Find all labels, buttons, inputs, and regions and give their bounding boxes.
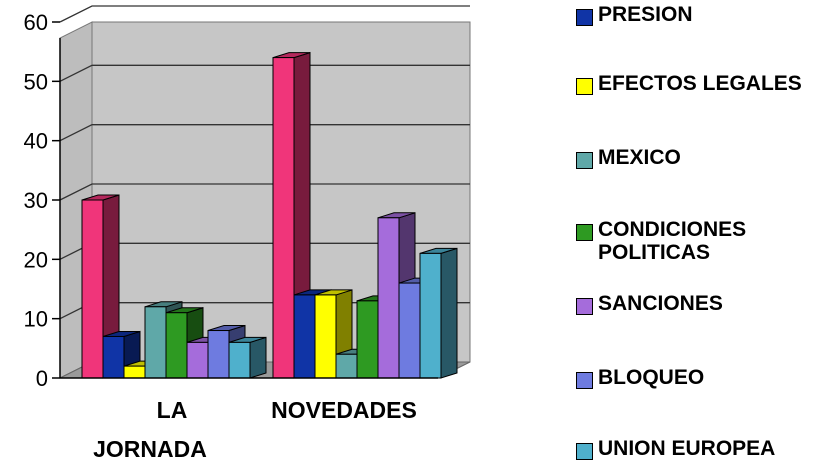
legend-item: SANCIONES — [576, 292, 823, 315]
bar-front — [273, 58, 294, 378]
legend-label: PRESION — [598, 3, 823, 26]
bar-front — [294, 295, 315, 378]
y-tick-label: 20 — [24, 247, 48, 272]
legend-label: MEXICO — [598, 146, 823, 169]
bar-front — [378, 218, 399, 378]
legend-item: EFECTOS LEGALES — [576, 72, 823, 95]
bar-front — [103, 336, 124, 378]
legend-swatch — [576, 78, 593, 95]
legend-swatch — [576, 224, 593, 241]
y-tick-label: 0 — [36, 366, 48, 391]
legend-item: PRESION — [576, 3, 823, 26]
x-category-label: LA — [157, 397, 188, 423]
legend-label: CONDICIONES POLITICAS — [598, 218, 823, 264]
bar-front — [187, 342, 208, 378]
legend-swatch — [576, 298, 593, 315]
legend-label: UNION EUROPEA — [598, 437, 823, 460]
legend-swatch — [576, 152, 593, 169]
bar-front — [336, 354, 357, 378]
bar-front — [145, 307, 166, 378]
bar-side — [250, 337, 266, 378]
y-tick-label: 40 — [24, 129, 48, 154]
x-category-label: JORNADA — [93, 436, 207, 462]
legend-item: CONDICIONES POLITICAS — [576, 218, 823, 264]
legend-item: MEXICO — [576, 146, 823, 169]
x-category-label: NOVEDADES — [271, 397, 417, 423]
y-tick-label: 50 — [24, 69, 48, 94]
bar-front — [82, 200, 103, 378]
legend-item: BLOQUEO — [576, 366, 823, 389]
bar-front — [166, 313, 187, 378]
bar — [229, 337, 266, 378]
bar-front — [229, 342, 250, 378]
legend-swatch — [576, 372, 593, 389]
legend-item: UNION EUROPEA — [576, 437, 823, 460]
bar-front — [124, 366, 145, 378]
y-tick-label: 10 — [24, 307, 48, 332]
bar-front — [399, 283, 420, 378]
legend: PRESION EFECTOS LEGALES MEXICO CONDICIONES … — [564, 0, 826, 468]
x-axis-labels: LA JORNADA NOVEDADES — [93, 397, 417, 462]
gridline — [60, 6, 470, 22]
legend-label: EFECTOS LEGALES — [598, 72, 823, 95]
y-tick-label: 30 — [24, 188, 48, 213]
bar-front — [315, 295, 336, 378]
bar-front — [208, 331, 229, 378]
legend-label: BLOQUEO — [598, 366, 823, 389]
y-tick-label: 60 — [24, 10, 48, 35]
legend-swatch — [576, 443, 593, 460]
y-axis-ticks: 0 10 20 30 40 50 60 — [24, 10, 60, 391]
legend-label: SANCIONES — [598, 292, 823, 315]
bar-chart: 0 10 20 30 40 50 60 LA JORNADA NOVEDADES — [0, 0, 560, 468]
bar — [420, 248, 457, 378]
legend-swatch — [576, 9, 593, 26]
bar-side — [441, 248, 457, 378]
bar-front — [420, 253, 441, 378]
bar-front — [357, 301, 378, 378]
